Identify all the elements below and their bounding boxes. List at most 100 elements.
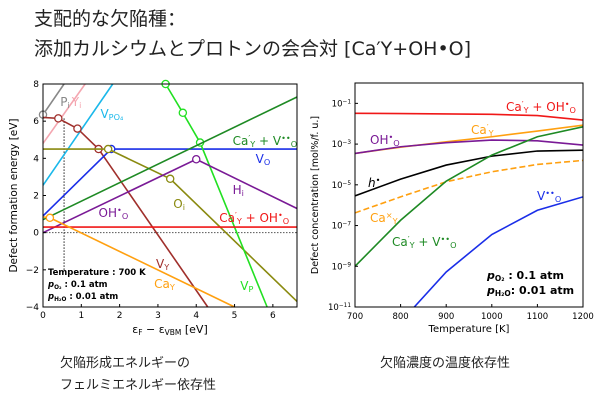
- series-line: [355, 126, 583, 267]
- x-tick-label: 700: [347, 312, 363, 322]
- condition-annotation-part: Temperature : 700 K: [48, 268, 146, 278]
- series-label-part: V: [240, 279, 249, 293]
- condition-annotation: pH₂O : 0.01 atm: [47, 292, 118, 303]
- series-label-part: i: [79, 100, 81, 110]
- series-line: [355, 139, 583, 155]
- series-label-part: Ca: [219, 211, 235, 225]
- y-tick-label: 2: [33, 192, 39, 202]
- series-label: OH•O: [99, 205, 129, 221]
- y-tick-label-part: −3: [343, 140, 352, 146]
- series-label: VO: [256, 152, 271, 167]
- series-label-part: Ca: [506, 100, 522, 114]
- series-label: Ca′Y + V••O: [392, 234, 457, 250]
- y-tick-label-part: 10: [332, 140, 343, 150]
- series-label-part: ′: [487, 122, 489, 132]
- series-line: [42, 96, 298, 221]
- series-label-part: •: [117, 205, 122, 215]
- series-label-part: OH: [99, 206, 117, 220]
- series-label-part: Y: [71, 95, 80, 109]
- condition-annotation-part: O₂: [54, 285, 62, 291]
- series-label: VPO₄: [100, 107, 124, 122]
- series-line: [413, 196, 583, 307]
- x-axis-label-part: [eV]: [181, 323, 207, 336]
- series-label-part: •: [565, 99, 570, 109]
- y-axis-label: Defect formation energy [eV]: [8, 118, 20, 272]
- series-label: Pi: [60, 95, 70, 110]
- series-label-part: i: [242, 188, 244, 198]
- series-line: [42, 83, 65, 116]
- left-caption-line2: フェルミエネルギー依存性: [60, 378, 217, 393]
- series-label-part: ••: [545, 188, 555, 198]
- condition-annotation-part: H₂O: [495, 289, 511, 298]
- series-label-part: O: [450, 240, 456, 250]
- x-axis-label-part: ε: [132, 323, 138, 336]
- series-label-part: ′: [235, 210, 237, 220]
- y-tick-label-part: −1: [343, 100, 352, 106]
- series-label-part: Ca: [233, 134, 249, 148]
- series-label-part: ′: [248, 133, 250, 143]
- series-label-part: i: [67, 100, 69, 110]
- series-label-part: PO₄: [109, 112, 124, 122]
- series-line: [164, 83, 268, 308]
- series-label-part: Y: [488, 128, 494, 138]
- condition-annotation-part: : 0.01 atm: [66, 292, 118, 302]
- x-tick-label: 900: [438, 312, 454, 322]
- y-tick-label-part: −7: [343, 222, 352, 228]
- series-label-part: Ca: [392, 235, 408, 249]
- series-label-part: O: [555, 194, 561, 204]
- series-label-part: H: [233, 183, 242, 197]
- series-line: [42, 83, 86, 144]
- series-label: h•: [368, 175, 380, 190]
- y-tick-label: 6: [33, 117, 39, 127]
- x-axis-label-part: Temperature [K]: [428, 324, 510, 335]
- condition-annotation-part: : 0.01 atm: [511, 284, 574, 297]
- series-label-part: + OH: [529, 100, 565, 114]
- series-label-part: Y: [236, 216, 242, 226]
- series-label-part: Y: [409, 240, 415, 250]
- series-label: Hi: [233, 183, 244, 198]
- series-label-part: V: [100, 107, 109, 121]
- x-tick-label: 1: [78, 311, 84, 321]
- series-label-part: O: [393, 138, 399, 148]
- y-tick-label: −2: [26, 266, 39, 276]
- plot-frame: [354, 82, 584, 308]
- transition-marker: [178, 108, 188, 118]
- condition-annotation: pH₂O: 0.01 atm: [486, 284, 574, 298]
- series-label-part: i: [183, 202, 185, 212]
- series-label-part: ••: [440, 234, 450, 244]
- y-tick-label-part: −5: [343, 181, 352, 187]
- transition-marker: [191, 155, 201, 164]
- series-label-part: ′: [408, 234, 410, 244]
- condition-annotation-part: p: [486, 269, 495, 282]
- series-label-part: + V: [415, 235, 442, 249]
- series-label-part: ′: [522, 99, 524, 109]
- series-label-part: •: [388, 132, 393, 142]
- series-label: VY: [156, 257, 169, 272]
- y-tick-label-part: 10: [332, 222, 343, 232]
- series-label-part: P: [60, 95, 67, 109]
- condition-annotation: Temperature : 700 K: [48, 268, 146, 278]
- series-label-part: h: [368, 176, 376, 190]
- y-tick-label-part: 10: [332, 99, 343, 109]
- series-label: V••O: [537, 188, 561, 204]
- transition-marker: [54, 114, 63, 123]
- left-caption-line1: 欠陥形成エネルギーの: [60, 356, 191, 371]
- y-tick-label: 0: [33, 229, 39, 239]
- series-label: Yi: [71, 95, 82, 110]
- series-label-part: •: [278, 210, 283, 220]
- condition-annotation-part: : 0.1 atm: [62, 280, 108, 290]
- y-tick-label: 10−7: [332, 222, 352, 232]
- x-axis-label-part: VBM: [165, 328, 182, 337]
- x-axis-label-part: F: [138, 328, 142, 337]
- series-label: Ca′Y + OH•O: [219, 210, 289, 226]
- transition-marker: [103, 144, 113, 154]
- x-tick-label: 2: [117, 311, 123, 321]
- series-label-part: Y: [392, 216, 398, 226]
- x-tick-label: 1100: [527, 312, 549, 322]
- series-label-part: Ca: [370, 211, 386, 225]
- condition-annotation-part: O₂: [495, 274, 505, 283]
- x-axis-label-part: − ε: [143, 323, 165, 336]
- condition-annotation-part: H₂O: [54, 297, 66, 303]
- series-line: [355, 159, 583, 214]
